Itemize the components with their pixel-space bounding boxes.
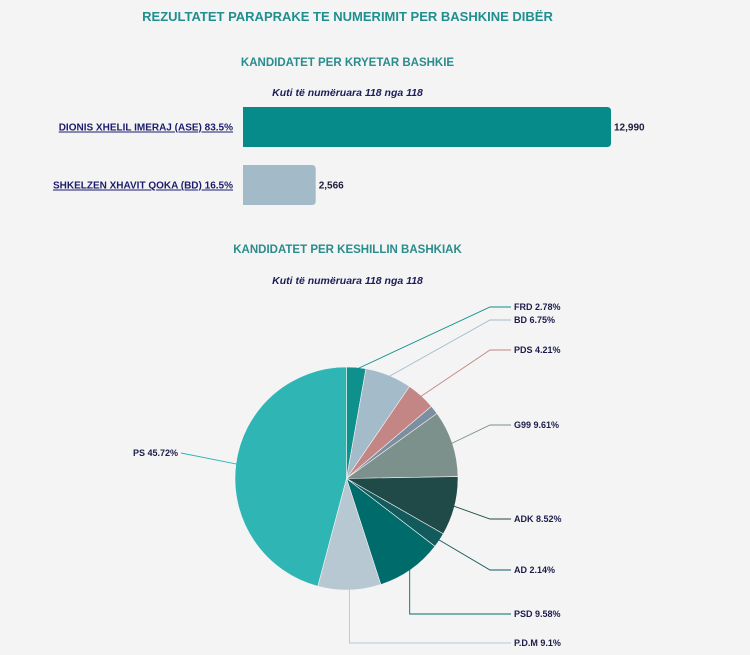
council-chart-title: KANDIDATET PER KESHILLIN BASHKIAK — [233, 244, 462, 256]
pie-leader-line-0 — [355, 306, 511, 370]
pie-leader-line-2 — [419, 349, 511, 398]
mayor-bar-chart: DIONIS XHELIL IMERAJ (ASE) 83.5% 12,990 SH… — [53, 107, 645, 205]
pie-label-0: FRD 2.78% — [514, 302, 561, 312]
bar-value-label-1: 2,566 — [319, 181, 344, 192]
page-title: REZULTATET PARAPRAKE TE NUMERIMIT PER BA… — [142, 9, 553, 24]
pie-leader-line-4 — [450, 424, 511, 445]
pie-leader-line-8 — [348, 588, 511, 644]
bar-category-label-0: DIONIS XHELIL IMERAJ (ASE) 83.5% — [59, 123, 233, 134]
pie-leader-line-6 — [437, 538, 511, 571]
bar-category-label-1: SHKELZEN XHAVIT QOKA (BD) 16.5% — [53, 181, 233, 192]
pie-label-9: PS 45.72% — [133, 448, 178, 458]
pie-leader-line-1 — [387, 319, 511, 378]
pie-leader-line-7 — [409, 568, 511, 615]
pie-label-7: PSD 9.58% — [514, 609, 561, 619]
pie-label-5: ADK 8.52% — [514, 514, 562, 524]
bar-0 — [243, 107, 611, 147]
pie-leader-line-9 — [180, 452, 238, 465]
pie-label-2: PDS 4.21% — [514, 345, 561, 355]
council-pie-chart: FRD 2.78% BD 6.75% PDS 4.21% G99 9.61% ADK 8… — [133, 302, 562, 648]
pie-label-1: BD 6.75% — [514, 315, 555, 325]
pie-label-8: P.D.M 9.1% — [514, 638, 561, 648]
bar-value-label-0: 12,990 — [614, 123, 645, 134]
mayor-chart-subtitle: Kuti të numëruara 118 nga 118 — [272, 87, 423, 99]
bar-1 — [243, 165, 316, 205]
council-chart-subtitle: Kuti të numëruara 118 nga 118 — [272, 275, 423, 287]
pie-label-4: G99 9.61% — [514, 420, 559, 430]
pie-label-6: AD 2.14% — [514, 565, 555, 575]
mayor-chart-title: KANDIDATET PER KRYETAR BASHKIE — [240, 57, 455, 69]
pie-leader-line-5 — [452, 505, 511, 520]
